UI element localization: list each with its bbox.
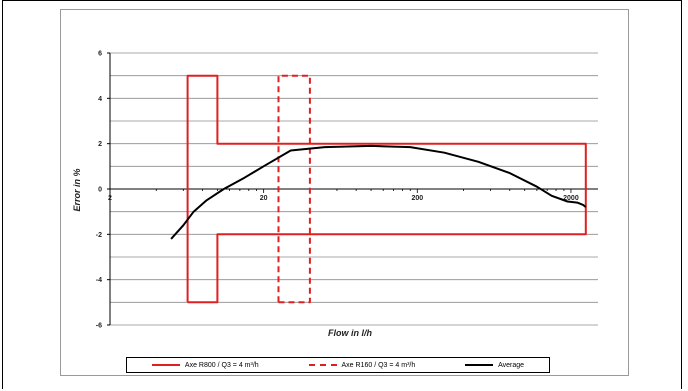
axes: [107, 52, 598, 326]
x-axis-title: Flow in l/h: [328, 328, 372, 338]
y-tick-label: 2: [98, 141, 102, 148]
series-line-r800: [186, 74, 587, 304]
legend-label-r800: Axe R800 / Q3 = 4 m³/h: [184, 361, 259, 369]
legend-entry-r160: Axe R160 / Q3 = 4 m³/h: [308, 361, 416, 369]
legend-entry-r800: Axe R800 / Q3 = 4 m³/h: [151, 361, 259, 369]
y-axis-title: Error in %: [72, 168, 82, 211]
y-tick-label: 0: [98, 187, 102, 194]
y-tick-label: -4: [96, 277, 102, 284]
legend-swatch-r160: [308, 364, 337, 366]
legend-swatch-r800: [151, 364, 180, 366]
x-tick-label: 2: [108, 195, 112, 202]
y-tick-label: 6: [98, 51, 102, 58]
series-line-average: [170, 144, 587, 240]
legend-label-average: Average: [498, 361, 525, 369]
x-tick-label: 2000: [563, 195, 579, 202]
x-tick-label: 20: [260, 195, 268, 202]
legend-label-r160: Axe R160 / Q3 = 4 m³/h: [341, 361, 416, 369]
x-tick-label: 200: [411, 195, 423, 202]
y-tick-label: -6: [96, 323, 102, 330]
series: [170, 74, 587, 304]
legend-swatch-average: [465, 364, 494, 366]
y-tick-label: 4: [98, 96, 102, 103]
chart-panel: [60, 9, 629, 376]
legend-entry-average: Average: [465, 362, 524, 369]
series-line-r160: [277, 74, 311, 304]
legend: Axe R800 / Q3 = 4 m³/h Axe R160 / Q3 = 4…: [126, 357, 550, 373]
y-tick-label: -2: [96, 232, 102, 239]
